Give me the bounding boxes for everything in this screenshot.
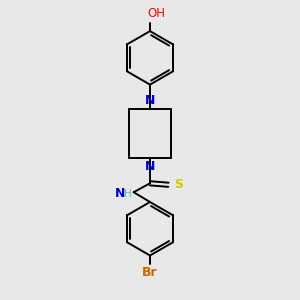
Text: OH: OH: [148, 7, 166, 20]
Text: N: N: [145, 94, 155, 107]
Text: S: S: [174, 178, 183, 191]
Text: H: H: [124, 189, 131, 199]
Text: N: N: [115, 187, 125, 200]
Text: Br: Br: [142, 266, 158, 279]
Text: N: N: [145, 160, 155, 173]
